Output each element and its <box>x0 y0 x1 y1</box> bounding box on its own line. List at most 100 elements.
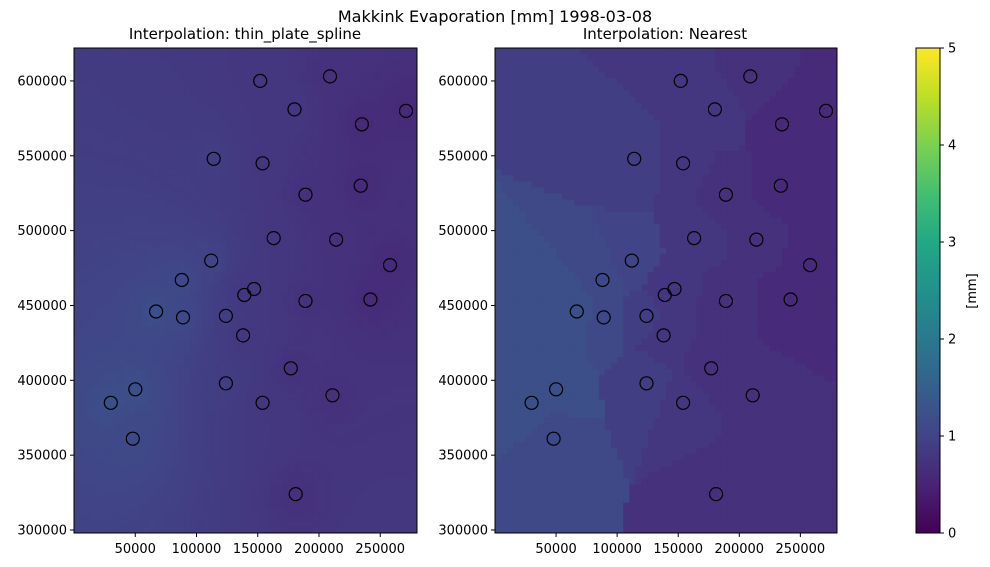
field-cell <box>239 66 247 73</box>
field-cell <box>98 466 106 473</box>
field-cell <box>80 157 87 164</box>
field-cell <box>319 217 326 225</box>
field-cell <box>263 442 271 449</box>
field-cell <box>153 326 161 334</box>
field-cell <box>129 290 136 298</box>
field-cell <box>355 138 363 146</box>
field-cell <box>98 363 106 370</box>
field-cell <box>751 90 759 98</box>
field-cell <box>190 308 198 316</box>
field-cell <box>355 520 363 528</box>
field-cell <box>270 248 277 255</box>
field-cell <box>110 442 118 449</box>
field-cell <box>374 242 381 249</box>
field-cell <box>227 472 234 480</box>
field-cell <box>86 242 93 249</box>
field-cell <box>263 496 271 504</box>
field-cell <box>519 78 527 85</box>
field-cell <box>361 205 369 213</box>
field-cell <box>288 151 296 158</box>
field-cell <box>263 284 271 292</box>
field-cell <box>110 326 118 334</box>
field-cell <box>184 84 191 92</box>
field-cell <box>184 138 191 146</box>
field-cell <box>172 126 179 134</box>
field-cell <box>678 90 685 98</box>
field-cell <box>159 260 167 267</box>
field-cell <box>312 436 320 443</box>
field-cell <box>221 332 228 340</box>
field-cell <box>349 399 357 407</box>
field-cell <box>221 78 228 85</box>
field-cell <box>349 138 357 146</box>
field-cell <box>141 442 149 449</box>
field-cell <box>263 145 271 152</box>
field-cell <box>374 126 381 134</box>
field-cell <box>531 66 539 73</box>
field-cell <box>696 48 704 55</box>
field-cell <box>361 145 369 152</box>
field-cell <box>104 235 112 243</box>
field-cell <box>325 138 332 146</box>
field-cell <box>263 120 271 128</box>
field-cell <box>653 90 661 98</box>
field-cell <box>368 193 375 201</box>
field-cell <box>270 120 277 128</box>
field-cell <box>355 351 363 358</box>
field-cell <box>349 169 357 176</box>
field-cell <box>141 60 149 67</box>
field-cell <box>227 393 234 401</box>
field-cell <box>116 411 124 419</box>
field-cell <box>410 48 417 55</box>
field-cell <box>574 48 582 55</box>
field-cell <box>617 84 624 92</box>
field-cell <box>257 102 265 110</box>
field-cell <box>355 332 363 340</box>
field-cell <box>129 78 136 85</box>
field-cell <box>714 60 722 67</box>
field-cell <box>110 369 118 376</box>
field-cell <box>196 399 204 407</box>
field-cell <box>251 520 259 528</box>
station-marker <box>125 431 140 446</box>
field-cell <box>116 375 124 383</box>
field-cell <box>374 460 381 467</box>
field-cell <box>251 411 259 419</box>
field-cell <box>208 266 216 273</box>
field-cell <box>276 363 283 370</box>
field-cell <box>165 375 173 383</box>
field-cell <box>74 460 81 467</box>
field-cell <box>386 90 394 98</box>
field-cell <box>349 296 357 304</box>
field-cell <box>410 187 417 195</box>
field-cell <box>312 423 320 431</box>
field-cell <box>404 108 412 116</box>
field-cell <box>98 102 106 110</box>
field-cell <box>598 84 606 92</box>
field-cell <box>368 345 375 352</box>
field-cell <box>386 436 394 443</box>
field-cell <box>337 345 345 352</box>
field-cell <box>775 48 783 55</box>
field-cell <box>331 235 338 243</box>
field-cell <box>343 345 351 352</box>
field-cell <box>214 254 222 261</box>
field-cell <box>349 102 357 110</box>
field-cell <box>361 72 369 79</box>
field-cell <box>727 54 734 61</box>
field-cell <box>123 211 130 219</box>
field-cell <box>392 151 400 158</box>
field-cell <box>349 151 357 158</box>
field-cell <box>190 508 198 516</box>
field-cell <box>343 351 351 358</box>
field-cell <box>153 205 161 213</box>
field-cell <box>775 60 783 67</box>
field-cell <box>123 181 130 189</box>
field-cell <box>135 108 142 116</box>
field-cell <box>245 387 253 395</box>
field-cell <box>325 102 332 110</box>
field-cell <box>159 266 167 273</box>
field-cell <box>172 502 179 510</box>
field-cell <box>214 520 222 528</box>
field-cell <box>288 120 296 128</box>
